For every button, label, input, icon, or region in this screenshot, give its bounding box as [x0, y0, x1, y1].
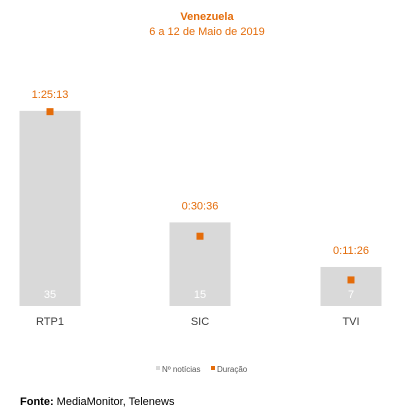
duration-point-rtp1	[46, 108, 54, 116]
count-label-rtp1: 35	[44, 289, 56, 301]
legend: Nº notícias Duração	[156, 365, 248, 374]
duration-point-tvi	[347, 276, 355, 284]
chart-subtitle: 6 a 12 de Maio de 2019	[149, 26, 265, 38]
chart-title: Venezuela	[180, 11, 234, 23]
category-label-sic: SIC	[191, 316, 209, 328]
legend-label-noticias: Nº notícias	[162, 365, 201, 374]
legend-swatch-noticias	[156, 366, 160, 370]
count-label-tvi: 7	[348, 289, 354, 301]
source-label: Fonte:	[20, 396, 54, 408]
duration-label-rtp1: 1:25:13	[32, 89, 69, 101]
bar-tvi	[320, 266, 382, 306]
source-text: MediaMonitor, Telenews	[53, 396, 175, 408]
duration-label-tvi: 0:11:26	[333, 245, 369, 257]
duration-point-sic	[196, 232, 204, 240]
category-label-rtp1: RTP1	[36, 316, 64, 328]
chart: Venezuela 6 a 12 de Maio de 2019 35 RTP1 1…	[19, 11, 382, 374]
bar-rtp1	[19, 110, 81, 306]
category-label-tvi: TVI	[342, 316, 359, 328]
count-label-sic: 15	[194, 289, 206, 301]
source-note: Fonte: MediaMonitor, Telenews	[20, 396, 174, 408]
legend-label-duracao: Duração	[217, 365, 248, 374]
duration-label-sic: 0:30:36	[182, 200, 219, 212]
legend-swatch-duracao	[211, 366, 215, 370]
